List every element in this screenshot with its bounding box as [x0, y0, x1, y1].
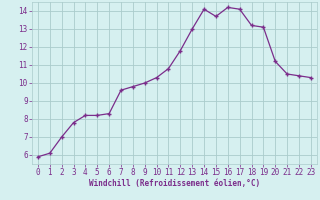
X-axis label: Windchill (Refroidissement éolien,°C): Windchill (Refroidissement éolien,°C) [89, 179, 260, 188]
